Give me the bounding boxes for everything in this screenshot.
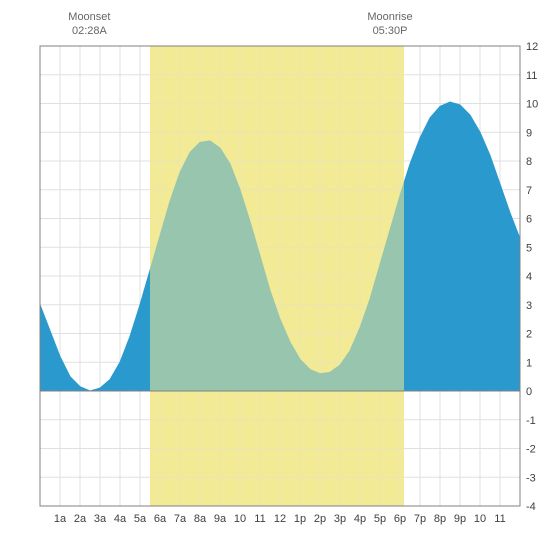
svg-text:2a: 2a xyxy=(74,513,87,525)
moonset-title: Moonset xyxy=(59,10,119,24)
svg-text:5a: 5a xyxy=(134,513,147,525)
tide-chart: Moonset 02:28A Moonrise 05:30P -4-3-2-10… xyxy=(0,0,550,550)
svg-text:6p: 6p xyxy=(394,513,406,525)
svg-text:10: 10 xyxy=(474,513,486,525)
svg-text:6: 6 xyxy=(526,214,532,226)
svg-text:11: 11 xyxy=(526,70,537,82)
svg-text:11: 11 xyxy=(254,513,265,525)
svg-text:7p: 7p xyxy=(414,513,426,525)
svg-text:4a: 4a xyxy=(114,513,127,525)
svg-text:-3: -3 xyxy=(526,472,536,484)
svg-text:4: 4 xyxy=(526,271,532,283)
svg-text:1: 1 xyxy=(526,357,532,369)
svg-text:12: 12 xyxy=(274,513,286,525)
svg-text:3p: 3p xyxy=(334,513,346,525)
svg-text:3a: 3a xyxy=(94,513,107,525)
svg-text:9p: 9p xyxy=(454,513,466,525)
svg-text:10: 10 xyxy=(234,513,246,525)
svg-text:11: 11 xyxy=(494,513,505,525)
svg-text:5: 5 xyxy=(526,242,532,254)
svg-text:1p: 1p xyxy=(294,513,306,525)
moonset-time: 02:28A xyxy=(59,24,119,38)
moonrise-time: 05:30P xyxy=(360,24,420,38)
svg-text:2: 2 xyxy=(526,329,532,341)
svg-text:8a: 8a xyxy=(194,513,207,525)
svg-text:3: 3 xyxy=(526,300,532,312)
svg-text:1a: 1a xyxy=(54,513,67,525)
y-axis-labels: -4-3-2-10123456789101112 xyxy=(526,41,538,513)
svg-text:-1: -1 xyxy=(526,415,536,427)
moonrise-annotation: Moonrise 05:30P xyxy=(360,10,420,39)
svg-text:0: 0 xyxy=(526,386,532,398)
svg-text:9a: 9a xyxy=(214,513,227,525)
chart-svg: -4-3-2-101234567891011121a2a3a4a5a6a7a8a… xyxy=(0,0,550,550)
svg-text:5p: 5p xyxy=(374,513,386,525)
svg-text:4p: 4p xyxy=(354,513,366,525)
svg-text:-4: -4 xyxy=(526,501,536,513)
svg-text:12: 12 xyxy=(526,41,538,53)
svg-text:9: 9 xyxy=(526,127,532,139)
daylight-band-front xyxy=(150,46,404,506)
svg-text:10: 10 xyxy=(526,99,538,111)
svg-text:8: 8 xyxy=(526,156,532,168)
svg-text:-2: -2 xyxy=(526,444,536,456)
svg-text:2p: 2p xyxy=(314,513,326,525)
svg-text:7: 7 xyxy=(526,185,532,197)
svg-text:7a: 7a xyxy=(174,513,187,525)
moonrise-title: Moonrise xyxy=(360,10,420,24)
moonset-annotation: Moonset 02:28A xyxy=(59,10,119,39)
svg-text:8p: 8p xyxy=(434,513,446,525)
x-axis-labels: 1a 2a 3a 4a 5a 6a 7a 8a 9a 10 11 12 1p 2p 3p 4p 5p 6p 7p 8p… xyxy=(54,513,506,525)
svg-text:6a: 6a xyxy=(154,513,167,525)
